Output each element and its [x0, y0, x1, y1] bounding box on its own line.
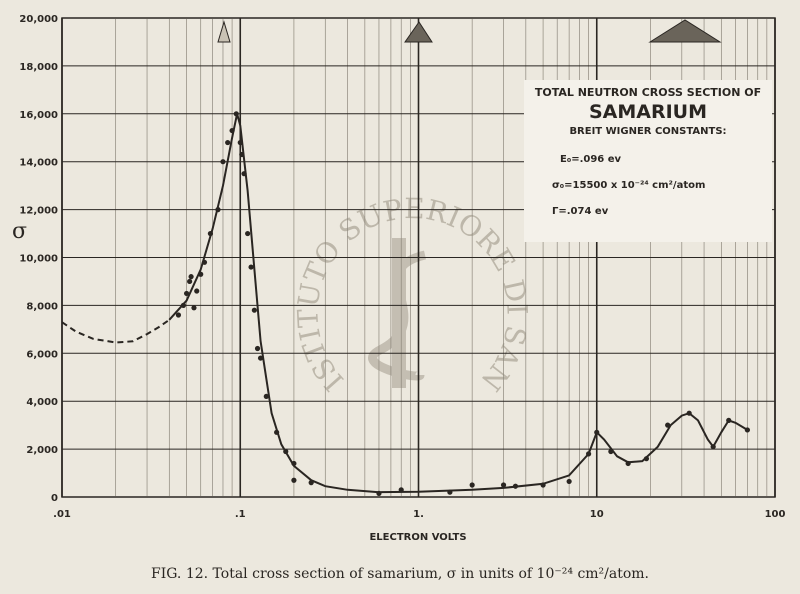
data-point: [594, 429, 600, 435]
data-point: [625, 460, 631, 467]
data-point: [233, 111, 239, 117]
data-point: [188, 274, 194, 280]
annotation-line: TOTAL NEUTRON CROSS SECTION OF: [535, 86, 761, 99]
caption: FIG. 12. Total cross section of samarium…: [151, 566, 649, 582]
data-point: [251, 307, 257, 313]
data-point: [308, 480, 314, 486]
y-tick-label: 10,000: [19, 254, 58, 265]
curve: [168, 113, 748, 494]
marker: [217, 20, 231, 43]
watermark-symbol: [368, 238, 427, 388]
data-point: [220, 159, 226, 165]
data-point: [198, 271, 204, 277]
data-point: [447, 489, 453, 495]
y-tick-label: 2,000: [26, 445, 58, 456]
data-point: [237, 139, 243, 146]
data-point: [248, 264, 254, 270]
data-point: [191, 305, 197, 311]
x-tick-label: 10: [590, 509, 604, 520]
data-point: [710, 444, 716, 450]
data-point: [469, 482, 475, 488]
annotation-title: SAMARIUM: [589, 101, 707, 123]
y-tick-label: 20,000: [19, 14, 58, 25]
data-point: [585, 451, 592, 457]
annotation-line: Γ=.074 ev: [552, 206, 609, 217]
data-point: [274, 429, 280, 435]
annotation-line: BREIT WIGNER CONSTANTS:: [569, 126, 726, 137]
data-point: [500, 482, 507, 488]
y-tick-label: 12,000: [19, 206, 58, 217]
data-point: [215, 207, 221, 213]
data-point: [726, 417, 732, 423]
data-point: [229, 127, 235, 134]
data-point: [398, 487, 404, 493]
data-point: [194, 288, 200, 294]
x-tick-label: .01: [53, 509, 71, 520]
data-point: [686, 410, 692, 416]
data-point: [239, 151, 245, 158]
marker: [648, 19, 722, 43]
data-point: [376, 490, 382, 497]
annotation-line: E₀=.096 ev: [560, 154, 622, 165]
y-tick-label: 8,000: [26, 301, 58, 312]
data-point: [291, 460, 297, 467]
data-point: [257, 355, 264, 361]
data-point: [254, 345, 261, 352]
data-point: [187, 278, 193, 285]
grid: [61, 17, 776, 498]
y-tick-label: 18,000: [19, 62, 58, 73]
y-axis-label: σ: [12, 219, 27, 244]
y-tick-label: 0: [51, 493, 58, 504]
x-tick-label: 100: [765, 509, 786, 520]
data-point: [207, 230, 213, 237]
curve: [61, 318, 170, 344]
data-point: [201, 259, 208, 265]
data-point: [665, 422, 671, 428]
annotation-box: [524, 80, 772, 242]
data-point: [180, 302, 187, 308]
data-point: [283, 448, 289, 455]
data-point: [263, 393, 269, 400]
y-tick-label: 16,000: [19, 110, 58, 121]
marker: [404, 21, 433, 43]
y-tick-label: 14,000: [19, 158, 58, 169]
annotation-line: σ₀=15500 x 10⁻²⁴ cm²/atom: [552, 180, 705, 191]
watermark-snake: [368, 250, 427, 381]
y-tick-label: 4,000: [26, 397, 58, 408]
data-point: [512, 483, 519, 489]
x-tick-label: 1.: [413, 509, 424, 520]
data-point: [241, 171, 247, 177]
data-point: [175, 312, 182, 318]
x-axis-label: ELECTRON VOLTS: [369, 532, 466, 543]
data-point: [608, 448, 614, 455]
data-point: [744, 427, 750, 433]
data-point: [291, 477, 297, 483]
data-point: [245, 230, 251, 237]
data-point: [540, 482, 546, 488]
data-point: [566, 478, 572, 485]
data-point: [643, 456, 650, 462]
data-point: [183, 290, 190, 297]
data-point: [225, 139, 231, 146]
y-tick-label: 6,000: [26, 349, 58, 360]
x-tick-label: .1: [235, 509, 246, 520]
